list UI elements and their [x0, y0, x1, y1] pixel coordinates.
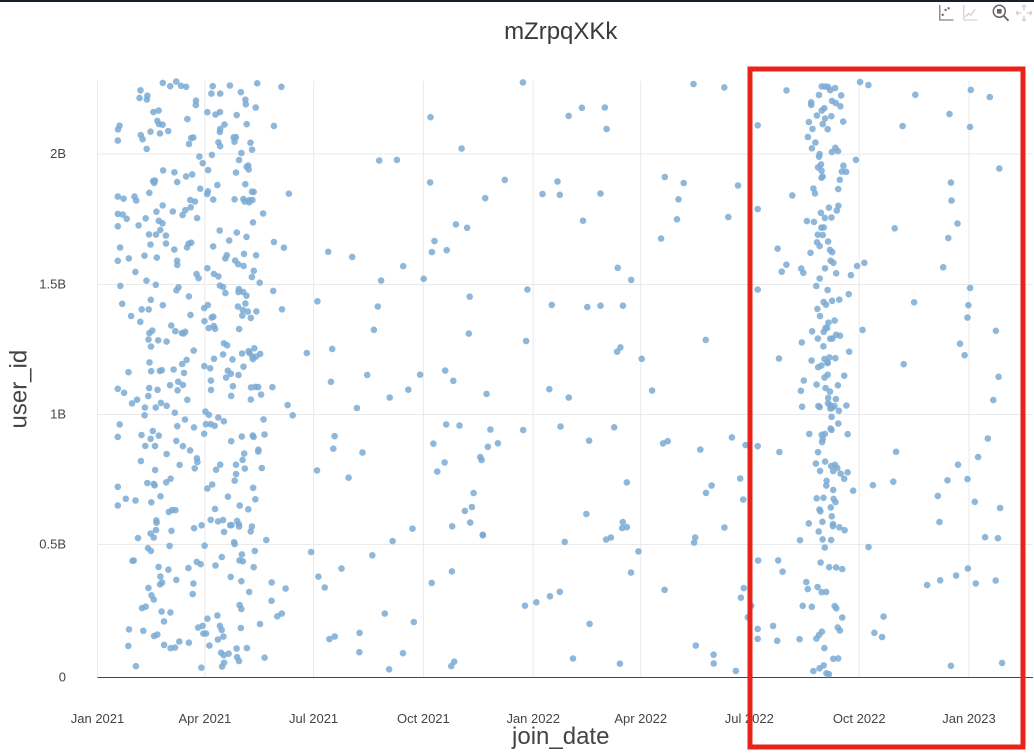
- svg-text:0.5B: 0.5B: [39, 537, 66, 552]
- svg-text:0: 0: [59, 670, 66, 685]
- svg-text:2B: 2B: [50, 146, 66, 161]
- svg-text:1B: 1B: [50, 407, 66, 422]
- svg-text:1.5B: 1.5B: [39, 277, 66, 292]
